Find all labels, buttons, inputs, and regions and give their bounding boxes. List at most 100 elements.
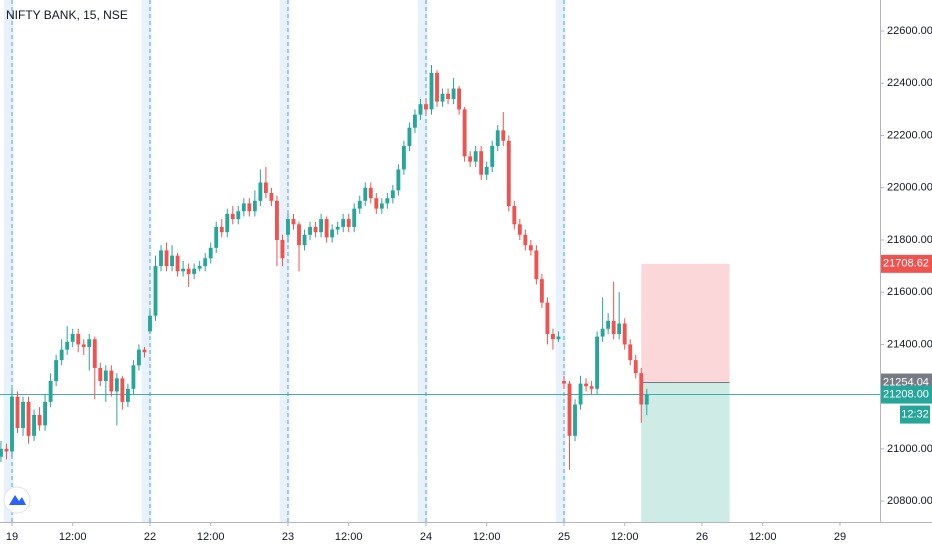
candle-body: [26, 401, 31, 436]
candle-body: [628, 344, 633, 361]
x-tick-label: 12:00: [749, 531, 777, 543]
candle-body: [462, 109, 467, 157]
y-tick-label: 21400.00: [887, 338, 932, 350]
candle-body: [611, 320, 616, 334]
candle-body: [495, 130, 500, 146]
y-tick-label: 22400.00: [887, 77, 932, 89]
candle-body: [429, 72, 434, 110]
candle-body: [137, 349, 141, 366]
candle-body: [556, 336, 561, 340]
candle-body: [186, 268, 191, 274]
stop-zone: [641, 263, 730, 383]
candle-body: [335, 226, 340, 230]
candle-body: [258, 182, 263, 201]
candle-body: [644, 394, 649, 405]
candle-body: [330, 229, 335, 238]
candle-body: [225, 213, 230, 233]
candle-body: [192, 268, 197, 274]
candle-body: [65, 341, 70, 350]
x-tick-label: 23: [282, 531, 294, 543]
candle-body: [512, 206, 517, 225]
candle-body: [523, 234, 528, 246]
candle-body: [313, 226, 318, 233]
x-tick-label: 19: [6, 531, 18, 543]
candle-body: [352, 208, 357, 227]
candle-body: [346, 219, 351, 227]
candle-body: [308, 226, 312, 235]
candle-body: [534, 250, 539, 280]
candle-body: [247, 203, 252, 212]
candle-body: [506, 140, 511, 207]
candle-body: [37, 414, 42, 426]
logo-mark: [9, 495, 26, 505]
stop-label: 21708.62: [883, 258, 929, 270]
candle-body: [32, 414, 36, 436]
candle-body: [589, 386, 594, 389]
x-tick-label: 12:00: [335, 531, 363, 543]
candle-body: [418, 104, 423, 115]
candle-body: [600, 328, 605, 337]
candle-body: [76, 333, 81, 345]
candle-body: [125, 388, 130, 402]
x-tick-label: 12:00: [197, 531, 225, 543]
candle-body: [451, 88, 456, 99]
candle-body: [263, 182, 268, 193]
candle-body: [164, 250, 169, 267]
candle-body: [120, 378, 125, 402]
x-tick-label: 29: [834, 531, 846, 543]
candle-body: [291, 219, 296, 225]
countdown-label: 12:32: [901, 408, 929, 420]
candle-body: [545, 302, 550, 334]
candle-body: [401, 145, 406, 170]
candle-body: [341, 219, 346, 227]
background-layer: [0, 0, 880, 522]
candle-body: [501, 130, 506, 141]
candle-body: [87, 339, 92, 348]
candle-body: [0, 448, 3, 457]
y-tick-label: 21600.00: [887, 286, 932, 298]
candle-body: [286, 219, 290, 235]
candle-body: [484, 166, 489, 175]
candle-body: [175, 255, 180, 272]
countdown-badge: [900, 405, 930, 424]
candle-body: [606, 320, 611, 329]
candle-body: [562, 380, 566, 384]
candle-body: [490, 145, 495, 167]
x-tick-label: 25: [558, 531, 570, 543]
candle-body: [385, 198, 390, 204]
candle-body: [473, 151, 478, 162]
last-price-badge: [881, 385, 932, 404]
chart-title: NIFTY BANK, 15, NSE: [6, 8, 128, 22]
candle-body: [479, 151, 484, 175]
candle-body: [357, 200, 362, 209]
candle-body: [241, 203, 246, 212]
x-tick-label: 12:00: [611, 531, 639, 543]
candle-body: [551, 333, 555, 340]
y-tick-label: 21000.00: [887, 443, 932, 455]
candle-body: [424, 104, 428, 110]
candle-body: [59, 349, 64, 361]
candle-body: [48, 380, 53, 402]
logo: [3, 486, 31, 514]
session-band: [279, 0, 290, 522]
candle-body: [170, 255, 174, 267]
candle-body: [109, 370, 114, 392]
candle-body: [159, 250, 163, 267]
candle-body: [10, 396, 14, 452]
candle-body: [214, 226, 219, 248]
candle-body: [396, 169, 401, 191]
candle-body: [584, 383, 588, 387]
candle-body: [92, 339, 97, 368]
candle-body: [114, 378, 119, 392]
y-tick-label: 21800.00: [887, 234, 932, 246]
candle-body: [4, 448, 9, 452]
x-tick-label: 22: [144, 531, 156, 543]
candle-body: [54, 360, 59, 381]
y-tick-label: 22000.00: [887, 182, 932, 194]
session-band: [417, 0, 428, 522]
candle-body: [539, 279, 544, 303]
candle-body: [208, 247, 213, 259]
x-tick-label: 12:00: [59, 531, 87, 543]
